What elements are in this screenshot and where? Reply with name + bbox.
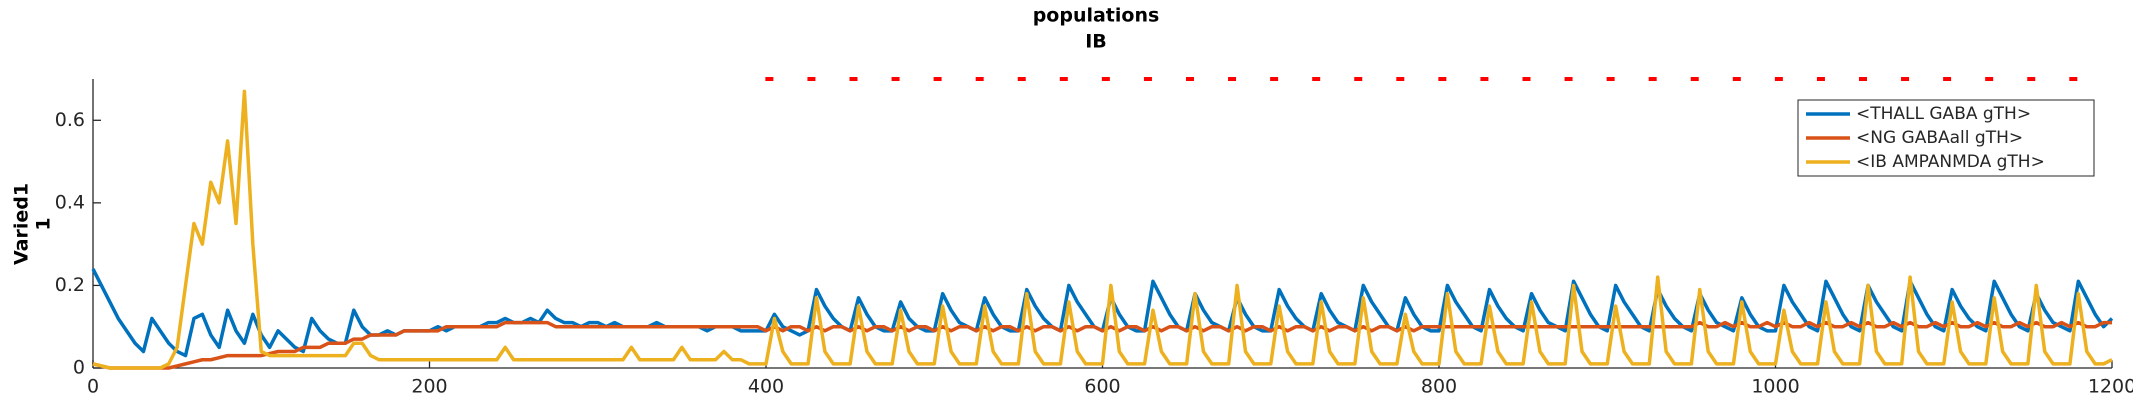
raster-mark xyxy=(1143,77,1152,81)
x-tick-label: 800 xyxy=(1421,376,1457,398)
raster-mark xyxy=(1185,77,1194,81)
y-tick-label: 0.4 xyxy=(55,191,85,213)
x-tick-label: 0 xyxy=(87,376,99,398)
legend-label: <THALL GABA gTH> xyxy=(1856,104,2031,124)
raster-mark xyxy=(2069,77,2078,81)
raster-mark xyxy=(1522,77,1531,81)
y-axis-label: Varied1 1 xyxy=(11,183,55,265)
raster-mark xyxy=(1228,77,1237,81)
raster-mark xyxy=(807,77,816,81)
x-tick-label: 200 xyxy=(411,376,447,398)
raster-mark xyxy=(1480,77,1489,81)
raster-mark xyxy=(933,77,942,81)
x-tick-label: 1000 xyxy=(1751,376,1799,398)
x-tick-label: 1200 xyxy=(2088,376,2133,398)
raster-mark xyxy=(1312,77,1321,81)
legend: <THALL GABA gTH> <NG GABAall gTH> <IB AMPA… xyxy=(1797,99,2095,177)
raster-mark xyxy=(1985,77,1994,81)
raster-mark xyxy=(1690,77,1699,81)
chart-subtitle: IB xyxy=(1085,31,1107,53)
y-label-line: Varied1 xyxy=(11,183,33,265)
series-line xyxy=(91,268,2114,358)
raster-mark xyxy=(1059,77,1068,81)
series-line xyxy=(92,320,2112,370)
raster-mark xyxy=(1101,77,1110,81)
raster-mark xyxy=(1901,77,1910,81)
raster-mark xyxy=(849,77,858,81)
x-tick-label: 400 xyxy=(748,376,784,398)
raster-mark xyxy=(1732,77,1741,81)
raster-mark xyxy=(975,77,984,81)
raster-mark xyxy=(891,77,900,81)
y-tick-label: 0 xyxy=(73,357,85,379)
raster-mark xyxy=(1943,77,1952,81)
raster-mark xyxy=(2027,77,2036,81)
chart-title: populations xyxy=(1033,5,1160,27)
legend-label: <IB AMPANMDA gTH> xyxy=(1856,152,2045,172)
raster-mark xyxy=(1354,77,1363,81)
raster-mark xyxy=(1816,77,1825,81)
raster-mark xyxy=(1858,77,1867,81)
y-label-line: 1 xyxy=(33,217,55,230)
raster-mark xyxy=(1606,77,1615,81)
raster-mark xyxy=(1438,77,1447,81)
legend-label: <NG GABAall gTH> xyxy=(1856,128,2023,148)
raster-mark xyxy=(1774,77,1783,81)
y-tick-label: 0.6 xyxy=(55,109,85,131)
raster-mark xyxy=(1396,77,1405,81)
raster-mark xyxy=(1564,77,1573,81)
raster-mark xyxy=(765,77,774,81)
raster-mark xyxy=(1648,77,1657,81)
raster-mark xyxy=(1270,77,1279,81)
y-tick-label: 0.2 xyxy=(55,274,85,296)
raster-mark xyxy=(1017,77,1026,81)
series-line xyxy=(92,89,2113,370)
x-tick-label: 600 xyxy=(1084,376,1120,398)
